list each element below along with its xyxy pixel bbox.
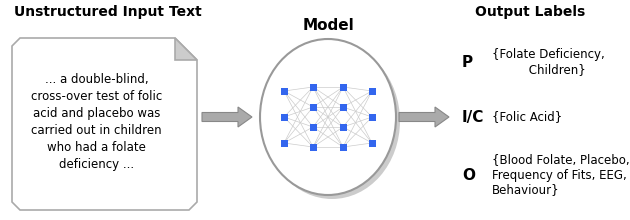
Text: I/C: I/C: [462, 110, 484, 125]
Bar: [309, 84, 316, 90]
Text: Output Labels: Output Labels: [475, 5, 585, 19]
Text: Model: Model: [302, 18, 354, 33]
Text: ... a double-blind,
cross-over test of folic
acid and placebo was
carried out in: ... a double-blind, cross-over test of f…: [31, 73, 162, 171]
Bar: [309, 103, 316, 110]
Bar: [280, 88, 287, 95]
Bar: [340, 103, 347, 110]
Text: {Blood Folate, Placebo,
Frequency of Fits, EEG,
Behaviour}: {Blood Folate, Placebo, Frequency of Fit…: [492, 154, 629, 196]
Bar: [309, 143, 316, 150]
Text: {Folic Acid}: {Folic Acid}: [492, 110, 562, 123]
Text: Unstructured Input Text: Unstructured Input Text: [14, 5, 202, 19]
Text: {Folate Deficiency,
     Children}: {Folate Deficiency, Children}: [492, 48, 605, 76]
Bar: [280, 139, 287, 147]
Polygon shape: [12, 38, 197, 210]
Polygon shape: [175, 38, 197, 60]
Text: P: P: [462, 55, 473, 70]
Bar: [369, 88, 375, 95]
FancyArrow shape: [202, 107, 252, 127]
Ellipse shape: [260, 39, 396, 195]
Bar: [340, 84, 347, 90]
Bar: [369, 114, 375, 121]
Bar: [340, 143, 347, 150]
Bar: [280, 114, 287, 121]
Ellipse shape: [264, 43, 400, 199]
Bar: [369, 139, 375, 147]
Bar: [340, 123, 347, 130]
Text: O: O: [462, 167, 475, 183]
FancyArrow shape: [399, 107, 449, 127]
Bar: [309, 123, 316, 130]
